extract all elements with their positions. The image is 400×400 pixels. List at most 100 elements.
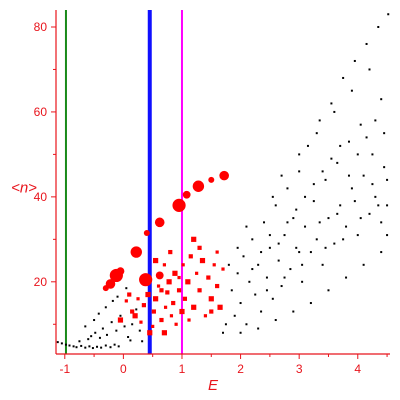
data-point bbox=[161, 330, 168, 336]
x-tick-label: -1 bbox=[59, 362, 70, 376]
data-point bbox=[312, 200, 315, 203]
data-point bbox=[386, 178, 389, 181]
y-tick-label: 40 bbox=[34, 190, 48, 204]
data-point bbox=[165, 290, 170, 295]
data-point bbox=[143, 229, 150, 236]
data-point bbox=[84, 346, 87, 349]
data-point bbox=[136, 297, 140, 301]
data-point bbox=[274, 204, 277, 207]
data-point bbox=[123, 325, 126, 328]
data-point bbox=[105, 279, 116, 289]
data-point bbox=[330, 102, 333, 105]
data-point bbox=[333, 110, 336, 113]
x-tick-label: 1 bbox=[179, 362, 186, 376]
data-point bbox=[219, 170, 229, 181]
data-point bbox=[104, 306, 107, 309]
x-ticks: -1 0 1 2 3 4 bbox=[59, 354, 388, 376]
data-point bbox=[245, 323, 248, 326]
data-point bbox=[87, 338, 90, 341]
data-point bbox=[227, 263, 230, 266]
data-point bbox=[280, 285, 283, 288]
y-ticks: 20 40 60 80 bbox=[34, 20, 56, 325]
data-point bbox=[380, 251, 383, 254]
data-point bbox=[318, 119, 321, 122]
y-tick-label: 80 bbox=[34, 20, 48, 34]
data-point bbox=[339, 204, 342, 207]
data-point bbox=[386, 204, 389, 207]
data-point bbox=[141, 303, 146, 308]
y-tick-label: 60 bbox=[34, 105, 48, 119]
data-point bbox=[292, 217, 295, 220]
data-point bbox=[236, 246, 239, 249]
data-point bbox=[172, 198, 186, 212]
data-point bbox=[191, 236, 197, 242]
data-point bbox=[298, 170, 301, 173]
data-point bbox=[147, 330, 153, 336]
data-point bbox=[277, 242, 280, 245]
data-point bbox=[84, 325, 87, 328]
data-point bbox=[342, 238, 345, 241]
data-point bbox=[68, 344, 71, 347]
data-point bbox=[182, 190, 191, 199]
data-point bbox=[168, 249, 173, 255]
data-point bbox=[127, 292, 132, 297]
data-point bbox=[156, 284, 161, 288]
data-point bbox=[208, 296, 214, 302]
data-point bbox=[139, 273, 153, 287]
data-point bbox=[117, 317, 124, 323]
data-point bbox=[298, 251, 301, 254]
data-point bbox=[96, 345, 99, 348]
data-point bbox=[221, 267, 225, 271]
data-point bbox=[113, 343, 116, 346]
data-point bbox=[154, 217, 165, 228]
data-point bbox=[239, 302, 242, 305]
data-point bbox=[153, 257, 159, 264]
data-point bbox=[374, 119, 377, 122]
data-point bbox=[80, 344, 83, 347]
data-point bbox=[289, 268, 292, 271]
data-point bbox=[110, 321, 113, 324]
data-point bbox=[356, 234, 359, 237]
data-point bbox=[116, 295, 119, 298]
data-point bbox=[197, 288, 202, 293]
data-point bbox=[280, 174, 283, 177]
data-point bbox=[64, 343, 67, 346]
data-point bbox=[195, 271, 199, 275]
data-point bbox=[304, 225, 307, 228]
data-point bbox=[324, 246, 327, 249]
data-point bbox=[109, 346, 112, 349]
data-point bbox=[350, 187, 353, 190]
data-point bbox=[101, 327, 104, 330]
data-point bbox=[350, 89, 353, 92]
data-point bbox=[383, 132, 386, 135]
data-point bbox=[105, 333, 108, 336]
data-point bbox=[295, 208, 298, 211]
data-point bbox=[233, 314, 236, 317]
data-point bbox=[203, 314, 208, 318]
data-point bbox=[377, 25, 380, 28]
x-tick-label: 3 bbox=[296, 362, 303, 376]
x-axis-title: E bbox=[208, 377, 219, 394]
data-point bbox=[374, 195, 377, 198]
data-point bbox=[224, 323, 227, 326]
data-point bbox=[159, 317, 164, 323]
data-point bbox=[159, 288, 164, 293]
data-point bbox=[187, 318, 191, 322]
data-point bbox=[283, 276, 286, 279]
data-point bbox=[333, 242, 336, 245]
data-point bbox=[257, 327, 260, 330]
data-point bbox=[185, 279, 191, 285]
data-point bbox=[155, 271, 164, 280]
data-point bbox=[94, 331, 97, 334]
data-point bbox=[274, 319, 277, 322]
data-point bbox=[301, 280, 304, 283]
data-point bbox=[151, 324, 155, 328]
data-point bbox=[286, 187, 289, 190]
data-point bbox=[115, 329, 118, 332]
data-point bbox=[181, 263, 185, 267]
data-point bbox=[135, 308, 138, 311]
data-point bbox=[387, 13, 390, 16]
x-tick-label: 2 bbox=[237, 362, 244, 376]
data-point bbox=[209, 309, 214, 314]
data-point bbox=[347, 174, 350, 177]
